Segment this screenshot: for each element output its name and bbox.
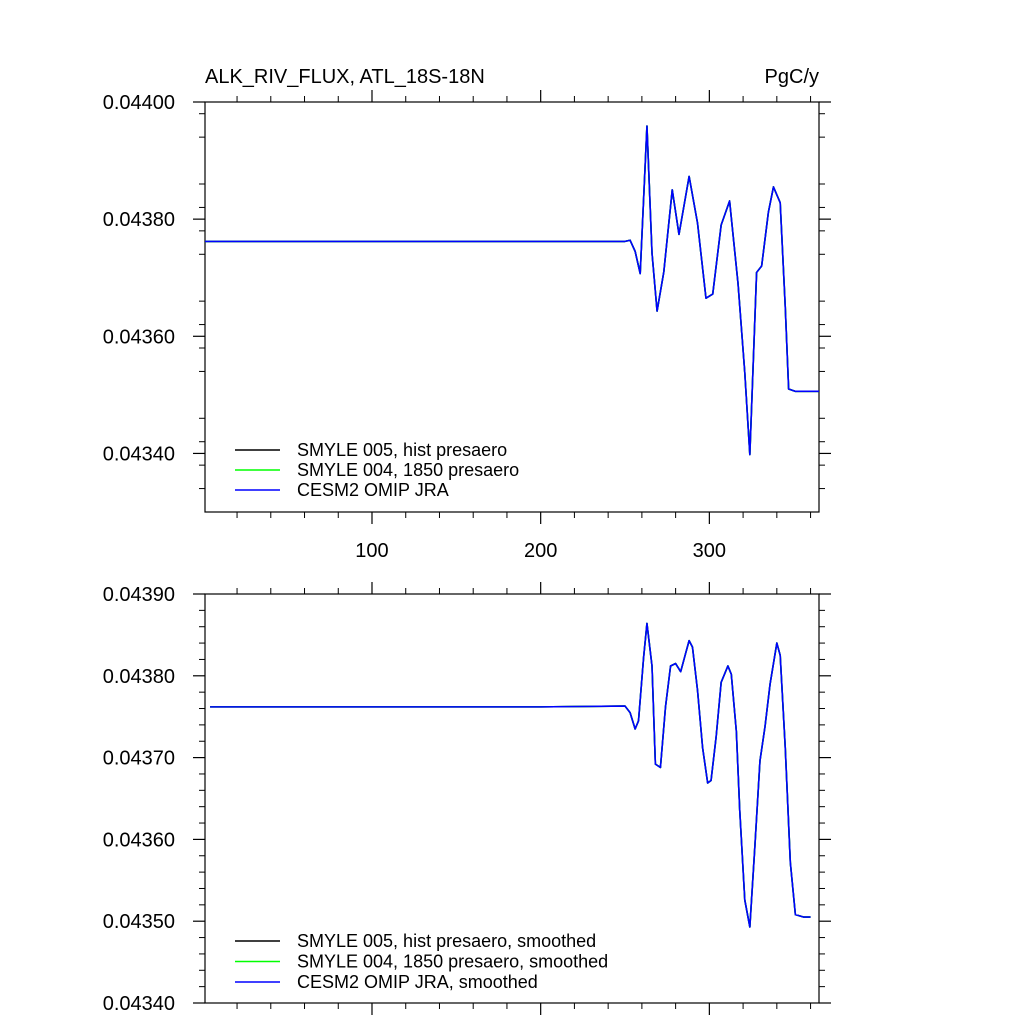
series-line-1 bbox=[210, 622, 811, 928]
series-line-3 bbox=[205, 125, 819, 456]
x-tick-label: 300 bbox=[693, 540, 726, 562]
y-tick-label: 0.04380 bbox=[103, 666, 175, 688]
legend-label-2: SMYLE 004, 1850 presaero bbox=[297, 460, 519, 480]
plot-frame bbox=[204, 593, 820, 1004]
series-line-2 bbox=[205, 125, 819, 456]
units-label: PgC/y bbox=[765, 66, 819, 88]
plot-frame bbox=[204, 101, 820, 513]
y-tick-label: 0.04360 bbox=[103, 326, 175, 348]
y-tick-label: 0.04340 bbox=[103, 993, 175, 1015]
legend-label-3: CESM2 OMIP JRA, smoothed bbox=[297, 972, 538, 992]
series-line-1 bbox=[205, 125, 819, 456]
y-tick-label: 0.04340 bbox=[103, 443, 175, 465]
bottom-panel: 0.04340 0.04350 0.04360 0.04370 0.04380 0.043… bbox=[103, 582, 831, 1015]
y-tick-label: 0.04350 bbox=[103, 911, 175, 933]
legend-label-1: SMYLE 005, hist presaero bbox=[297, 440, 507, 460]
legend-label-2: SMYLE 004, 1850 presaero, smoothed bbox=[297, 952, 608, 972]
y-tick-label: 0.04400 bbox=[103, 92, 175, 114]
y-tick-label: 0.04380 bbox=[103, 209, 175, 231]
series-line-2 bbox=[210, 622, 811, 928]
x-tick-label: 100 bbox=[355, 540, 388, 562]
top-panel: 100 200 300 0.04340 0.04360 0.04380 0.04400 ALK… bbox=[103, 66, 831, 562]
y-tick-label: 0.04360 bbox=[103, 829, 175, 851]
legend-label-3: CESM2 OMIP JRA bbox=[297, 480, 449, 500]
y-tick-label: 0.04370 bbox=[103, 748, 175, 770]
legend-label-1: SMYLE 005, hist presaero, smoothed bbox=[297, 931, 596, 951]
x-tick-label: 200 bbox=[524, 540, 557, 562]
chart-title: ALK_RIV_FLUX, ATL_18S-18N bbox=[205, 66, 485, 88]
series-line-3 bbox=[210, 622, 811, 928]
y-tick-label: 0.04390 bbox=[103, 584, 175, 606]
